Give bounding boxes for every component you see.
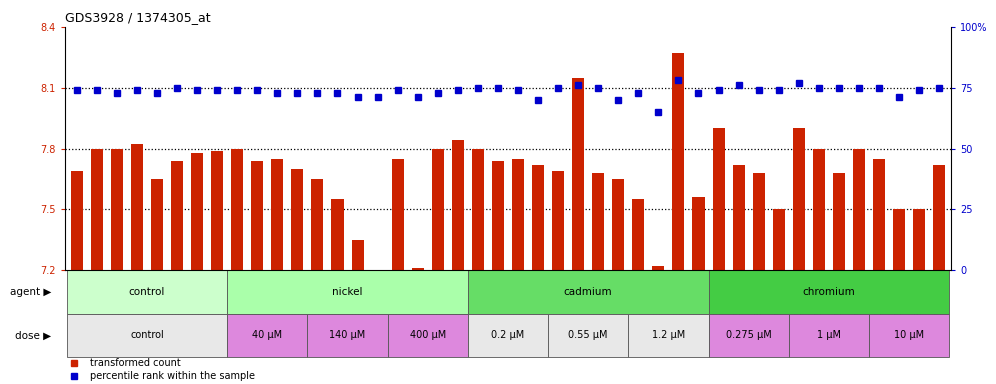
- Bar: [708, 314, 789, 357]
- Text: 140 μM: 140 μM: [330, 330, 366, 340]
- Text: 1 μM: 1 μM: [817, 330, 841, 340]
- Bar: [753, 173, 765, 270]
- Bar: [789, 314, 869, 357]
- Bar: [231, 149, 243, 270]
- Bar: [191, 152, 203, 270]
- Bar: [431, 149, 444, 270]
- Text: cadmium: cadmium: [564, 287, 613, 297]
- Bar: [813, 149, 825, 270]
- Bar: [572, 78, 585, 270]
- Bar: [251, 161, 263, 270]
- Bar: [548, 314, 628, 357]
- Bar: [853, 149, 865, 270]
- Bar: [411, 268, 423, 270]
- Text: 0.55 μM: 0.55 μM: [569, 330, 608, 340]
- Bar: [833, 173, 845, 270]
- Bar: [130, 144, 143, 270]
- Bar: [227, 314, 308, 357]
- Bar: [352, 240, 364, 270]
- Text: 40 μM: 40 μM: [252, 330, 282, 340]
- Text: GDS3928 / 1374305_at: GDS3928 / 1374305_at: [65, 11, 210, 24]
- Text: transformed count: transformed count: [90, 358, 180, 368]
- Bar: [452, 141, 464, 270]
- Text: percentile rank within the sample: percentile rank within the sample: [90, 371, 255, 381]
- Bar: [67, 314, 227, 357]
- Bar: [613, 179, 624, 270]
- Bar: [893, 209, 905, 270]
- Bar: [692, 197, 704, 270]
- Bar: [872, 159, 885, 270]
- Bar: [793, 128, 805, 270]
- Bar: [151, 179, 163, 270]
- Bar: [67, 270, 227, 314]
- Bar: [227, 270, 468, 314]
- Bar: [292, 169, 304, 270]
- Text: 0.275 μM: 0.275 μM: [726, 330, 772, 340]
- Bar: [913, 209, 925, 270]
- Text: chromium: chromium: [803, 287, 856, 297]
- Bar: [933, 165, 945, 270]
- Bar: [869, 314, 949, 357]
- Text: 1.2 μM: 1.2 μM: [651, 330, 685, 340]
- Bar: [391, 159, 403, 270]
- Bar: [332, 199, 344, 270]
- Bar: [532, 165, 544, 270]
- Bar: [468, 314, 548, 357]
- Bar: [628, 314, 708, 357]
- Bar: [652, 266, 664, 270]
- Bar: [552, 171, 564, 270]
- Bar: [211, 151, 223, 270]
- Text: control: control: [128, 287, 165, 297]
- Text: 400 μM: 400 μM: [409, 330, 446, 340]
- Bar: [733, 165, 745, 270]
- Bar: [512, 159, 524, 270]
- Text: dose ▶: dose ▶: [15, 330, 52, 340]
- Bar: [492, 161, 504, 270]
- Bar: [712, 128, 724, 270]
- Bar: [593, 173, 605, 270]
- Text: agent ▶: agent ▶: [10, 287, 52, 297]
- Bar: [672, 53, 684, 270]
- Bar: [308, 314, 387, 357]
- Bar: [472, 149, 484, 270]
- Bar: [387, 314, 468, 357]
- Bar: [708, 270, 949, 314]
- Bar: [71, 171, 83, 270]
- Bar: [372, 270, 383, 282]
- Text: nickel: nickel: [333, 287, 363, 297]
- Text: control: control: [130, 330, 163, 340]
- Bar: [773, 209, 785, 270]
- Bar: [111, 149, 123, 270]
- Bar: [632, 199, 644, 270]
- Text: 10 μM: 10 μM: [894, 330, 924, 340]
- Bar: [271, 159, 283, 270]
- Text: 0.2 μM: 0.2 μM: [491, 330, 525, 340]
- Bar: [312, 179, 324, 270]
- Bar: [91, 149, 103, 270]
- Bar: [171, 161, 183, 270]
- Bar: [468, 270, 708, 314]
